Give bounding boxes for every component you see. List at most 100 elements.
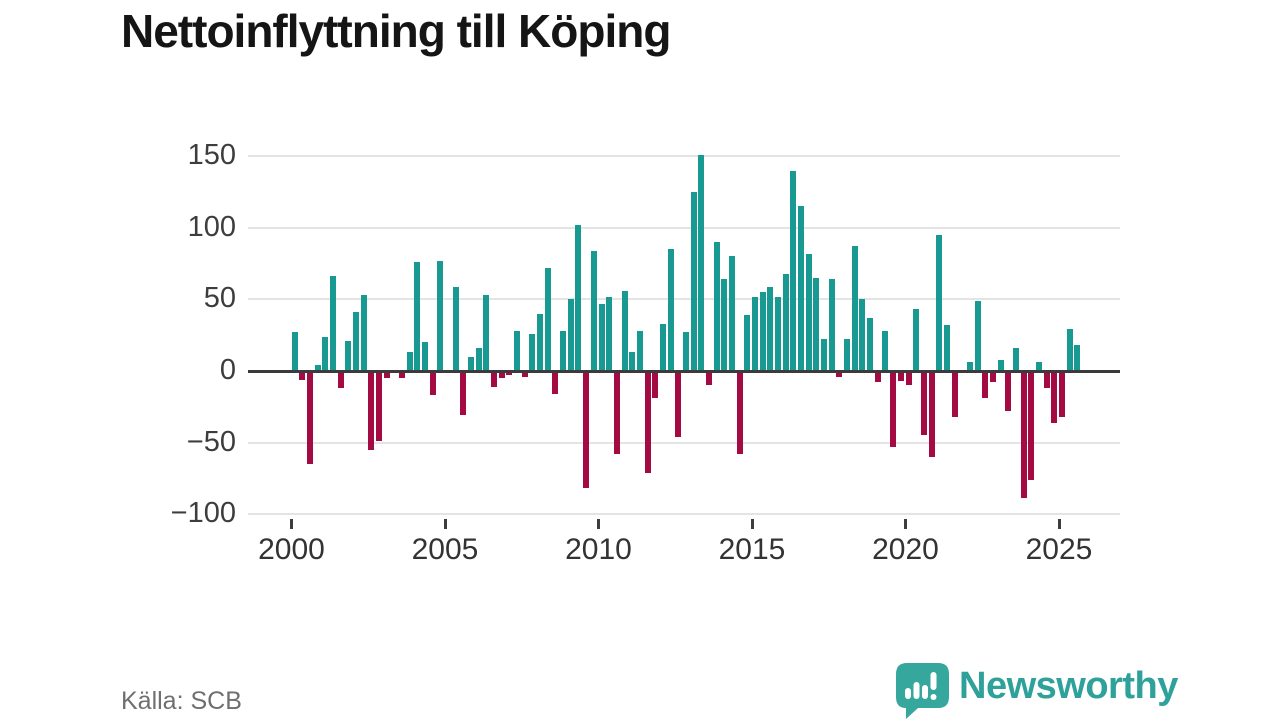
bar-2017-q3 xyxy=(828,279,835,371)
bar-2010-q4 xyxy=(621,290,628,371)
x-axis-tick-2025 xyxy=(1057,519,1061,529)
x-axis-year-label: 2025 xyxy=(1025,533,1093,566)
bar-2022-q3 xyxy=(982,371,989,399)
bar-2005-q4 xyxy=(468,356,475,371)
bar-2016-q1 xyxy=(782,273,789,371)
bar-2017-q1 xyxy=(813,277,820,371)
bar-2008-q1 xyxy=(537,313,544,371)
bar-2013-q4 xyxy=(713,242,720,371)
gridline-y-100 xyxy=(248,226,1120,229)
bar-2018-q2 xyxy=(851,246,858,371)
bar-2015-q3 xyxy=(767,286,774,371)
bar-2023-q4 xyxy=(1020,371,1027,499)
bar-2007-q1 xyxy=(506,371,513,376)
bar-2003-q1 xyxy=(383,371,390,379)
bar-2003-q4 xyxy=(406,352,413,371)
bar-2005-q2 xyxy=(452,286,459,371)
bar-2011-q1 xyxy=(629,352,636,371)
bar-2019-q2 xyxy=(882,330,889,371)
bar-2005-q3 xyxy=(460,371,467,416)
y-axis-tick-label: −100 xyxy=(170,497,236,530)
bar-2014-q4 xyxy=(744,315,751,371)
bar-2011-q3 xyxy=(644,371,651,473)
bar-2015-q1 xyxy=(752,296,758,371)
bar-2008-q3 xyxy=(552,371,559,394)
bar-2006-q1 xyxy=(475,348,482,371)
x-axis-year-label: 2020 xyxy=(872,533,939,566)
newsworthy-logo: Newsworthy xyxy=(893,661,1178,721)
bar-2012-q2 xyxy=(667,249,674,371)
bar-2025-q2 xyxy=(1066,329,1073,371)
y-axis-tick-label: 50 xyxy=(203,282,236,315)
bar-2009-q2 xyxy=(575,224,582,371)
gridline-y--100 xyxy=(248,513,1120,516)
bar-2011-q2 xyxy=(636,330,643,371)
y-axis-tick-label: 150 xyxy=(187,139,236,172)
bar-2021-q3 xyxy=(951,371,958,417)
y-axis-tick-label: 100 xyxy=(187,210,236,243)
x-axis-tick-2015 xyxy=(750,519,754,529)
x-axis-zero-line xyxy=(248,369,1120,373)
bar-2009-q4 xyxy=(590,250,597,371)
gridline-y--50 xyxy=(248,441,1120,444)
bar-2010-q3 xyxy=(613,371,620,455)
bar-2023-q2 xyxy=(1005,371,1012,412)
bar-2014-q3 xyxy=(736,371,743,455)
brand-name: Newsworthy xyxy=(959,665,1178,707)
bar-2016-q2 xyxy=(790,170,797,371)
x-axis-year-label: 2010 xyxy=(565,533,632,566)
bar-2023-q3 xyxy=(1012,348,1019,371)
bar-2011-q4 xyxy=(652,371,659,399)
x-axis-tick-2010 xyxy=(597,519,600,529)
bar-2009-q1 xyxy=(567,299,574,371)
bar-2024-q4 xyxy=(1051,371,1058,423)
bar-2001-q1 xyxy=(322,336,329,371)
bar-2001-q3 xyxy=(337,371,344,389)
bar-2013-q3 xyxy=(705,371,712,386)
bar-2018-q1 xyxy=(844,339,851,371)
bar-2025-q3 xyxy=(1074,345,1081,371)
bar-2015-q2 xyxy=(759,292,766,371)
newsworthy-speech-bubble-chart-icon xyxy=(896,663,949,719)
bar-2012-q1 xyxy=(659,323,666,371)
bar-2002-q1 xyxy=(352,312,359,371)
bar-2010-q2 xyxy=(606,296,613,371)
bar-2007-q2 xyxy=(514,330,521,371)
x-axis-tick-2020 xyxy=(904,519,907,529)
bar-2007-q3 xyxy=(521,371,528,377)
source-note: Källa: SCB xyxy=(121,687,242,715)
bar-2007-q4 xyxy=(529,333,536,371)
bar-2006-q3 xyxy=(491,371,498,387)
bar-2001-q2 xyxy=(329,276,336,371)
bar-2020-q4 xyxy=(928,371,935,457)
bar-2019-q4 xyxy=(897,371,904,382)
bar-2000-q1 xyxy=(291,332,298,371)
gridline-y-50 xyxy=(248,298,1120,301)
bar-2020-q3 xyxy=(920,371,927,436)
bar-2012-q3 xyxy=(675,371,682,437)
bar-2017-q4 xyxy=(836,371,843,377)
bar-2022-q2 xyxy=(974,300,981,371)
bar-2024-q1 xyxy=(1028,371,1035,480)
bar-2010-q1 xyxy=(598,303,605,371)
gridline-y-150 xyxy=(248,155,1120,158)
x-axis-year-label: 2015 xyxy=(718,533,786,566)
bar-2012-q4 xyxy=(682,332,689,371)
bar-2016-q3 xyxy=(798,206,805,371)
bar-2020-q2 xyxy=(913,309,920,371)
bar-2020-q1 xyxy=(905,371,912,386)
chart-title: Nettoinflyttning till Köping xyxy=(121,5,671,57)
x-axis-tick-2005 xyxy=(443,519,447,529)
bar-2017-q2 xyxy=(821,339,828,371)
bar-2008-q2 xyxy=(544,267,551,371)
bar-2001-q4 xyxy=(345,340,352,371)
bar-2004-q3 xyxy=(429,371,436,396)
bar-2021-q2 xyxy=(943,325,950,371)
bar-2004-q2 xyxy=(421,342,428,371)
bar-2024-q2 xyxy=(1035,362,1042,371)
bar-2002-q2 xyxy=(360,295,367,371)
bar-2023-q1 xyxy=(997,359,1004,371)
bar-2014-q1 xyxy=(721,279,728,371)
bar-2002-q4 xyxy=(375,371,382,442)
